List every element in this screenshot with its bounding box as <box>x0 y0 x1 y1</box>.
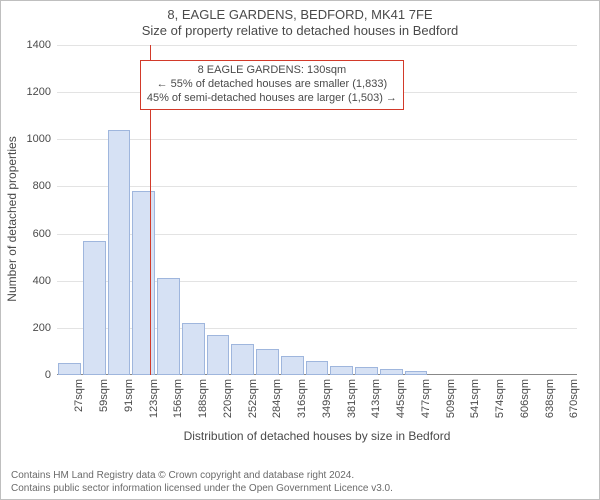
x-tick-label: 541sqm <box>470 379 482 418</box>
gridline <box>57 45 577 46</box>
histogram-bar <box>182 323 205 375</box>
annotation-box: 8 EAGLE GARDENS: 130sqm← 55% of detached… <box>140 60 404 109</box>
histogram-bar <box>108 130 131 375</box>
y-tick-label: 1200 <box>1 86 51 98</box>
x-tick-label: 123sqm <box>148 379 160 418</box>
histogram-bar <box>380 369 403 375</box>
x-tick-label: 91sqm <box>123 379 135 412</box>
x-tick-label: 606sqm <box>519 379 531 418</box>
x-tick-label: 220sqm <box>222 379 234 418</box>
y-tick-label: 400 <box>1 275 51 287</box>
x-tick-label: 349sqm <box>321 379 333 418</box>
histogram-bar <box>231 344 254 375</box>
histogram-bar <box>157 278 180 375</box>
x-tick-label: 316sqm <box>296 379 308 418</box>
x-tick-label: 156sqm <box>172 379 184 418</box>
histogram-bar <box>58 363 81 375</box>
histogram-bar <box>83 241 106 375</box>
x-tick-label: 252sqm <box>247 379 259 418</box>
histogram-bar <box>306 361 329 375</box>
y-tick-label: 1000 <box>1 133 51 145</box>
histogram-bar <box>132 191 155 375</box>
footer-line-2: Contains public sector information licen… <box>11 483 393 496</box>
plot-region: 8 EAGLE GARDENS: 130sqm← 55% of detached… <box>57 45 577 375</box>
x-tick-label: 284sqm <box>271 379 283 418</box>
y-tick-label: 800 <box>1 180 51 192</box>
histogram-bar <box>207 335 230 375</box>
x-tick-label: 477sqm <box>420 379 432 418</box>
histogram-bar <box>256 349 279 375</box>
gridline <box>57 186 577 187</box>
histogram-bar <box>405 371 428 375</box>
annotation-line-2: ← 55% of detached houses are smaller (1,… <box>147 78 397 92</box>
x-tick-label: 445sqm <box>395 379 407 418</box>
title-line-2: Size of property relative to detached ho… <box>1 23 599 39</box>
title-line-1: 8, EAGLE GARDENS, BEDFORD, MK41 7FE <box>1 7 599 23</box>
x-tick-label: 638sqm <box>544 379 556 418</box>
x-tick-label: 27sqm <box>73 379 85 412</box>
x-axis-label: Distribution of detached houses by size … <box>57 429 577 443</box>
x-tick-label: 670sqm <box>569 379 581 418</box>
y-tick-container: 0200400600800100012001400 <box>1 45 51 375</box>
histogram-bar <box>330 366 353 375</box>
histogram-bar <box>355 367 378 375</box>
y-tick-label: 200 <box>1 322 51 334</box>
y-tick-label: 0 <box>1 369 51 381</box>
y-tick-label: 1400 <box>1 39 51 51</box>
x-tick-label: 188sqm <box>197 379 209 418</box>
footer-line-1: Contains HM Land Registry data © Crown c… <box>11 470 393 483</box>
gridline <box>57 139 577 140</box>
y-tick-label: 600 <box>1 228 51 240</box>
annotation-line-3: 45% of semi-detached houses are larger (… <box>147 92 397 106</box>
x-tick-label: 413sqm <box>371 379 383 418</box>
footer-attribution: Contains HM Land Registry data © Crown c… <box>11 470 393 495</box>
x-tick-label: 381sqm <box>346 379 358 418</box>
x-tick-label: 59sqm <box>98 379 110 412</box>
annotation-line-1: 8 EAGLE GARDENS: 130sqm <box>147 64 397 78</box>
histogram-bar <box>281 356 304 375</box>
figure-frame: 8, EAGLE GARDENS, BEDFORD, MK41 7FE Size… <box>0 0 600 500</box>
x-tick-label: 574sqm <box>494 379 506 418</box>
x-tick-label: 509sqm <box>445 379 457 418</box>
chart-area: Number of detached properties 8 EAGLE GA… <box>1 45 600 445</box>
